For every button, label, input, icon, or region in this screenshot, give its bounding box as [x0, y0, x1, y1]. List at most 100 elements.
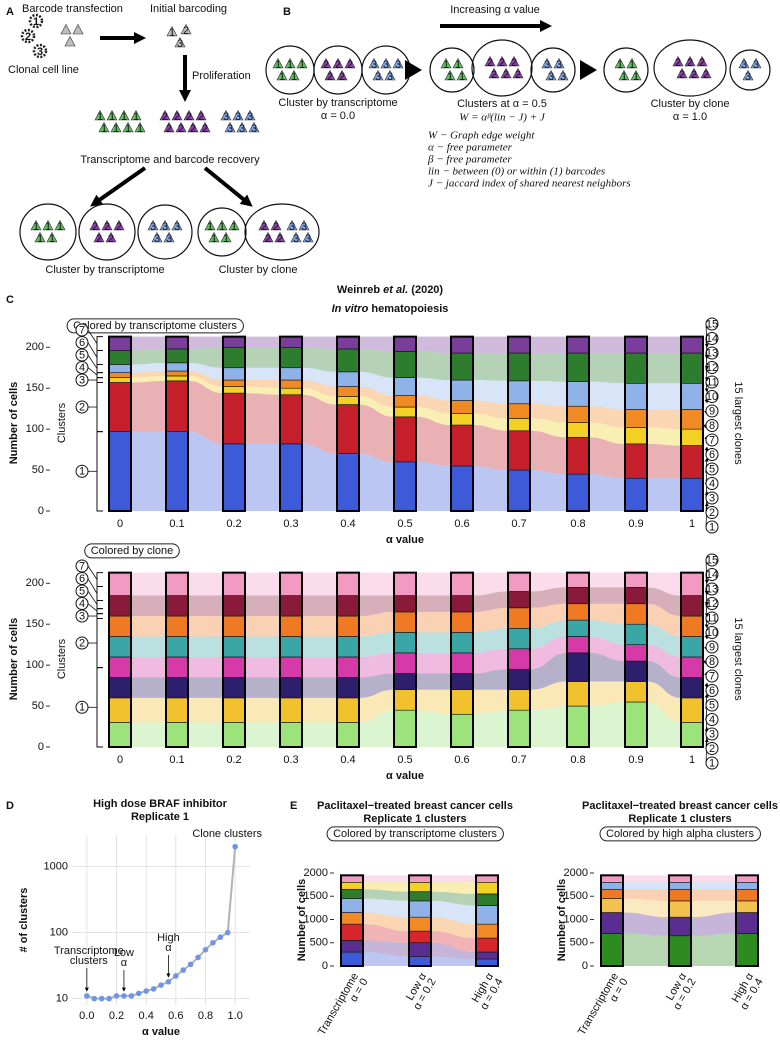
data-point: [173, 973, 179, 979]
cell-label: 3: [544, 59, 550, 71]
x-tick-label: 0.7: [511, 754, 526, 766]
flow: [589, 603, 625, 625]
flow: [473, 465, 508, 511]
column-frame: [393, 571, 417, 748]
cell-label: 2: [487, 57, 493, 69]
cell-label: 1: [219, 221, 225, 233]
chart-title: Paclitaxel−treated breast cancer cells: [317, 800, 513, 812]
cell-label: 1: [455, 59, 461, 71]
flow: [431, 891, 476, 906]
data-point: [158, 982, 164, 988]
y-tick-label: 150: [26, 618, 44, 630]
cell-label: 1: [231, 221, 237, 233]
flow: [245, 347, 280, 368]
column-frame: [680, 571, 704, 748]
cell: [216, 219, 228, 231]
segment: [450, 352, 474, 381]
flow: [647, 644, 681, 678]
flow: [359, 348, 394, 378]
flow: [302, 677, 337, 698]
chart-subtitle: Replicate 1 clusters: [628, 813, 731, 825]
flow: [363, 875, 409, 883]
flow: [589, 701, 625, 747]
segment: [566, 603, 590, 621]
flow: [530, 681, 567, 711]
segment: [475, 875, 499, 883]
cell: [105, 231, 117, 243]
segment: [624, 603, 648, 625]
segment: [165, 362, 189, 372]
x-tick-label: 0.5: [397, 754, 412, 766]
cell-label: 3: [247, 111, 253, 123]
segment: [108, 595, 132, 617]
x-tick-label: 0.0: [79, 1010, 94, 1022]
segment: [507, 572, 531, 592]
segment: [450, 400, 474, 414]
cell: [159, 219, 171, 231]
x-tick-label: 0.4: [340, 518, 355, 530]
cell: [134, 121, 146, 133]
flow: [359, 611, 394, 637]
column-frame: [165, 571, 189, 748]
cell-label: 3: [301, 221, 307, 233]
flow: [245, 722, 280, 747]
gear-label: 1: [33, 16, 39, 28]
segment: [222, 697, 246, 723]
segment: [507, 403, 531, 419]
label-circle: [705, 390, 719, 403]
x-axis-label: α value: [142, 1026, 180, 1038]
segment: [222, 677, 246, 699]
segment: [108, 636, 132, 658]
cell: [220, 231, 232, 243]
cell: [60, 23, 72, 35]
segment: [279, 346, 303, 369]
cell: [324, 69, 336, 81]
flow: [245, 393, 280, 444]
data-point: [210, 939, 216, 946]
segment: [680, 409, 704, 430]
cell-label: 1: [45, 221, 51, 233]
leader: [704, 338, 709, 359]
flow: [245, 595, 280, 617]
circled-label: 7: [709, 434, 715, 446]
cell: [248, 121, 260, 133]
flow: [473, 353, 508, 381]
column-frame: [336, 571, 360, 748]
y-tick-label: 500: [570, 937, 588, 949]
cluster-outline: [78, 203, 136, 261]
column-frame: [600, 874, 624, 968]
flow: [416, 336, 451, 354]
segment: [507, 469, 531, 512]
legend-line: lin − between (0) or within (1) barcodes: [428, 166, 605, 178]
cell: [738, 57, 750, 69]
column-frame: [450, 335, 474, 512]
flow: [363, 940, 409, 957]
segment: [475, 937, 499, 953]
cell-label: 3: [556, 59, 562, 71]
circled-label: 14: [706, 569, 718, 581]
segment: [393, 709, 417, 748]
flow: [589, 620, 625, 645]
cell-label: 3: [371, 59, 377, 71]
cell: [288, 69, 300, 81]
cell-label: 1: [223, 233, 229, 245]
segment: [450, 572, 474, 596]
segment: [279, 677, 303, 699]
segment: [566, 705, 590, 748]
gear: [28, 13, 44, 29]
cell: [456, 69, 468, 81]
y-axis-label: Number of cells: [8, 382, 20, 465]
segment: [336, 615, 360, 637]
column-frame: [507, 335, 531, 512]
cell-label: 2: [104, 221, 110, 233]
cell: [284, 57, 296, 69]
flow: [647, 443, 681, 479]
cell: [672, 55, 684, 67]
flow: [530, 380, 567, 407]
cell: [110, 121, 122, 133]
segment: [408, 916, 432, 932]
circled-label: 13: [706, 583, 718, 595]
flow: [473, 628, 508, 653]
segment: [408, 942, 432, 957]
flow: [589, 636, 625, 662]
